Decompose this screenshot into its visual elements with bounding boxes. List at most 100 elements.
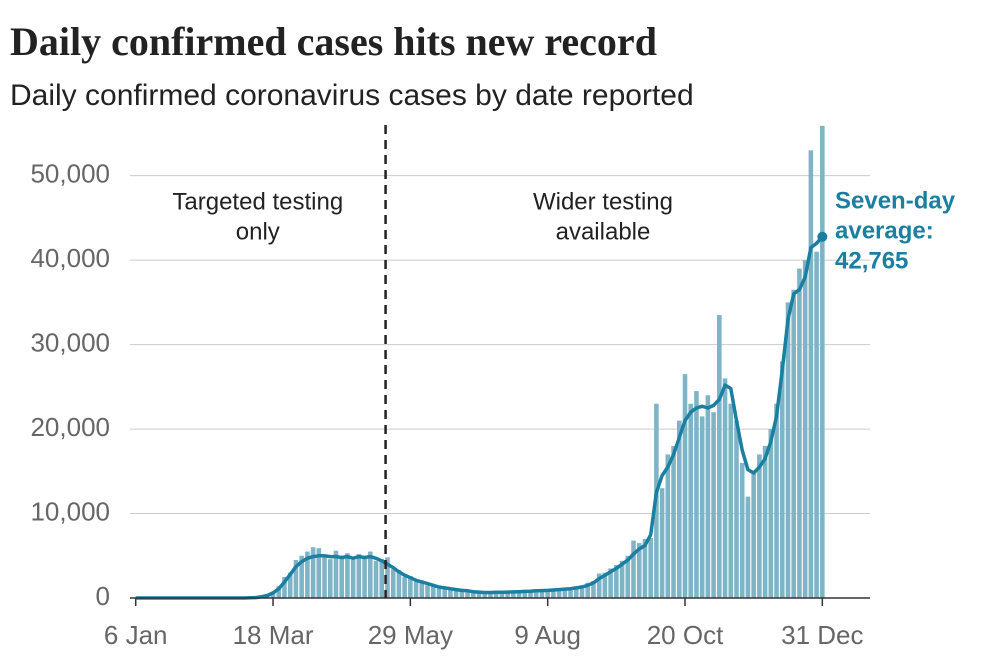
bar: [636, 543, 642, 598]
annotation: Wider testing: [533, 188, 673, 215]
x-tick-label: 6 Jan: [104, 620, 168, 650]
y-tick-label: 40,000: [30, 243, 110, 273]
bar: [453, 588, 459, 598]
x-tick-label: 31 Dec: [781, 620, 863, 650]
bar: [425, 585, 430, 598]
bar: [757, 454, 762, 598]
bar: [270, 592, 276, 598]
bar: [625, 555, 631, 598]
bar: [539, 589, 545, 598]
last-point: [817, 231, 828, 242]
bar: [442, 587, 447, 598]
x-tick-label: 29 May: [368, 620, 453, 650]
bar: [551, 590, 556, 598]
bar: [591, 581, 596, 598]
bar: [488, 592, 493, 598]
bar: [774, 403, 779, 598]
bar: [511, 591, 516, 598]
bar: [339, 555, 344, 598]
bar: [734, 420, 739, 598]
bar: [282, 576, 287, 598]
bar: [814, 251, 819, 599]
x-tick-label: 20 Oct: [647, 620, 724, 650]
bar: [299, 555, 304, 598]
bar: [413, 581, 419, 598]
bar: [448, 589, 453, 598]
bar: [717, 315, 722, 598]
bar: [436, 587, 442, 598]
bar: [694, 391, 699, 598]
bar: [665, 454, 671, 598]
bar: [614, 565, 619, 598]
bar: [516, 592, 522, 598]
bar: [356, 554, 362, 598]
y-tick-label: 30,000: [30, 327, 110, 357]
bar: [362, 558, 367, 598]
bar: [791, 289, 796, 598]
bar: [471, 592, 476, 598]
x-tick-label: 18 Mar: [233, 620, 314, 650]
bar: [574, 586, 579, 598]
bar: [402, 576, 407, 598]
bar: [505, 592, 510, 598]
bar: [528, 590, 533, 598]
bar: [602, 572, 608, 598]
bar: [785, 302, 791, 598]
y-tick-label: 0: [96, 581, 110, 611]
bar: [596, 573, 602, 598]
bar: [797, 268, 802, 598]
annotation: only: [236, 218, 280, 245]
bar: [762, 445, 768, 598]
bar: [671, 445, 676, 598]
bar: [768, 429, 774, 598]
bar: [310, 547, 316, 598]
bar: [568, 589, 573, 598]
bar: [373, 560, 379, 598]
bar: [699, 416, 705, 598]
bar: [705, 395, 711, 598]
bar: [276, 586, 282, 598]
bar: [333, 550, 339, 598]
average-label: 42,765: [835, 247, 908, 274]
bar: [396, 570, 402, 598]
bar: [327, 559, 333, 598]
bar: [350, 559, 356, 598]
bar: [293, 559, 299, 598]
bar: [745, 496, 751, 598]
y-tick-label: 10,000: [30, 496, 110, 526]
bar: [802, 260, 808, 598]
bar: [476, 591, 482, 598]
bar: [631, 540, 636, 598]
bar: [545, 589, 550, 598]
bar: [579, 585, 585, 598]
bar: [739, 462, 745, 598]
bar: [820, 125, 825, 599]
annotation: Targeted testing: [172, 188, 343, 215]
bar: [533, 591, 539, 598]
bar: [562, 587, 568, 598]
bar: [522, 590, 528, 598]
bar: [556, 588, 562, 598]
bar: [419, 580, 425, 598]
bar: [585, 582, 591, 598]
bar: [619, 560, 625, 598]
chart-subtitle: Daily confirmed coronavirus cases by dat…: [10, 79, 694, 112]
bar: [305, 551, 310, 598]
annotation: available: [556, 218, 651, 245]
bar: [728, 403, 734, 598]
bar: [648, 538, 653, 598]
bar: [711, 412, 716, 598]
bar: [493, 592, 499, 598]
average-label: average:: [835, 217, 934, 244]
bar: [751, 471, 756, 598]
bar: [682, 374, 688, 598]
bar: [722, 378, 728, 598]
bar: [482, 592, 488, 598]
bar: [345, 553, 350, 598]
bar: [459, 591, 465, 598]
bar: [465, 590, 470, 598]
bar: [316, 548, 322, 598]
bar: [385, 557, 390, 598]
y-tick-label: 50,000: [30, 159, 110, 189]
